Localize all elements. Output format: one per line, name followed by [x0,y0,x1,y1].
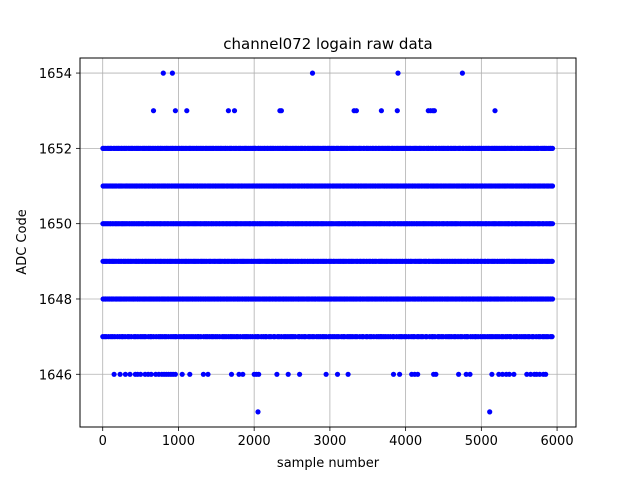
data-point [511,371,517,377]
y-tick-label: 1650 [39,218,72,233]
x-tick-label: 2000 [238,434,271,449]
y-axis-label: ADC Code [15,209,30,274]
data-points [100,70,556,415]
data-point [225,108,231,114]
data-point [255,409,261,415]
data-point [549,258,555,264]
data-point [240,371,246,377]
data-point [459,70,465,76]
data-point [433,371,439,377]
data-point [309,70,316,76]
data-point [236,371,242,377]
axis-ticks: 0 1000 2000 3000 4000 5000 6000 1646 1648 1650 165… [39,67,574,449]
x-tick-label: 4000 [389,434,422,449]
data-point [524,371,530,377]
data-point [205,371,211,377]
data-point [390,371,397,377]
data-point [278,108,284,114]
data-point [378,108,384,114]
data-point [543,371,549,377]
data-point [537,371,543,377]
data-point [463,371,469,377]
data-point [323,371,329,377]
data-point [549,183,556,189]
data-point [187,371,193,377]
data-point [456,371,462,377]
data-point [496,371,502,377]
data-point [415,371,421,377]
y-tick-label: 1646 [39,368,72,383]
x-tick-label: 6000 [541,434,574,449]
data-point [394,108,400,114]
data-point [489,371,495,377]
data-point [528,371,534,377]
data-point [172,108,178,114]
data-point [395,70,401,76]
x-tick-label: 1000 [162,434,195,449]
data-point [148,371,154,377]
data-point [492,108,498,114]
data-point [169,70,175,76]
data-point [549,221,556,227]
data-point [138,371,144,377]
plot-frame [79,57,577,428]
x-tick-label: 3000 [313,434,346,449]
data-point [506,371,512,377]
x-tick-label: 5000 [465,434,498,449]
data-point [228,371,235,377]
y-tick-label: 1654 [39,67,72,82]
data-point [179,371,185,377]
data-point [467,371,473,377]
data-point [160,70,166,76]
data-point [487,409,493,415]
y-tick-label: 1648 [39,293,72,308]
data-point [345,371,351,377]
data-point [549,334,555,340]
data-point [172,371,178,377]
data-point [274,371,280,377]
data-point [122,371,128,377]
chart-title: channel072 logain raw data [223,35,432,53]
data-point [231,108,238,114]
x-axis-label: sample number [277,456,380,471]
data-point [297,371,303,377]
data-point [334,371,341,377]
data-point [285,371,291,377]
data-point [353,108,359,114]
data-point [127,371,133,377]
y-tick-label: 1652 [39,142,72,157]
data-point [549,296,556,302]
data-point [431,108,437,114]
data-point [150,108,157,114]
data-point [499,371,506,377]
data-point [184,108,190,114]
data-point [256,371,262,377]
data-point [117,371,123,377]
data-point [200,371,206,377]
data-point [549,145,556,151]
data-point [111,371,117,377]
data-point [397,371,403,377]
x-tick-label: 0 [99,434,107,449]
